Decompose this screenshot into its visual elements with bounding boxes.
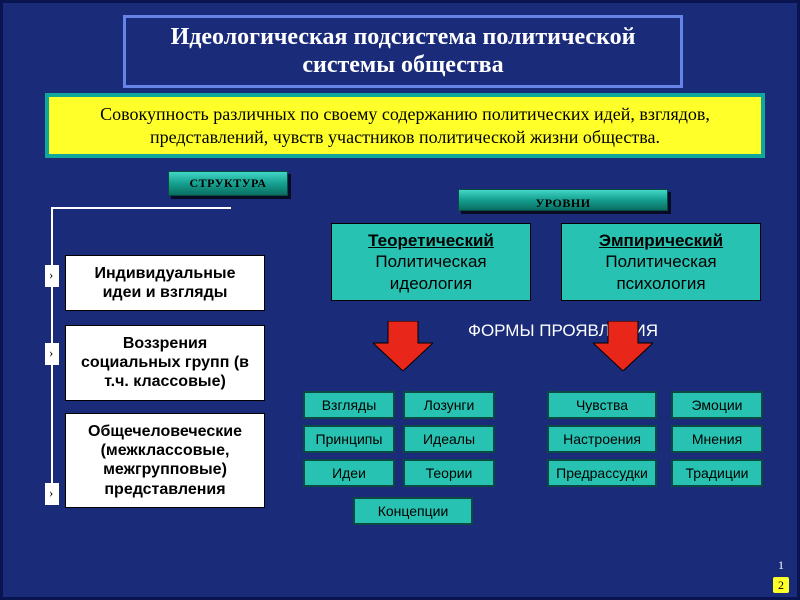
page-number: 1 (773, 557, 789, 573)
chevron-icon (45, 343, 59, 365)
form-item-text: Идеи (332, 465, 366, 481)
definition-box: Совокупность различных по своему содержа… (45, 93, 765, 158)
form-item-text: Традиции (686, 465, 749, 481)
form-item-text: Принципы (316, 431, 383, 447)
form-item: Чувства (547, 391, 657, 419)
form-item: Взгляды (303, 391, 395, 419)
form-item: Мнения (671, 425, 763, 453)
form-item-text: Концепции (378, 503, 449, 519)
page-number: 2 (773, 577, 789, 593)
form-item-text: Мнения (692, 431, 742, 447)
banner-structure: СТРУКТУРА (168, 171, 288, 196)
arrow-down-icon (593, 321, 653, 371)
form-item: Предрассудки (547, 459, 657, 487)
form-item: Теории (403, 459, 495, 487)
level-empirical: Эмпирический Политическая психология (561, 223, 761, 301)
structure-item: Индивидуальные идеи и взгляды (65, 255, 265, 311)
arrow-down-icon (373, 321, 433, 371)
form-item-text: Взгляды (322, 397, 377, 413)
structure-item-text: Воззрения социальных групп (в т.ч. класс… (81, 335, 249, 390)
form-item: Настроения (547, 425, 657, 453)
form-item: Традиции (671, 459, 763, 487)
structure-item-text: Индивидуальные идеи и взгляды (95, 265, 236, 301)
form-item-text: Чувства (576, 397, 628, 413)
level-empirical-title: Эмпирический (568, 230, 754, 251)
level-theoretical-sub: Политическая идеология (338, 251, 524, 294)
structure-item: Общечеловеческие (межклассовые, межгрупп… (65, 413, 265, 508)
form-item-text: Предрассудки (556, 465, 648, 481)
form-item: Концепции (353, 497, 473, 525)
structure-item-text: Общечеловеческие (межклассовые, межгрупп… (88, 423, 242, 498)
form-item-text: Идеалы (423, 431, 475, 447)
title-text: Идеологическая подсистема политической с… (138, 24, 668, 79)
banner-levels: УРОВНИ (458, 189, 668, 211)
banner-levels-label: УРОВНИ (535, 196, 590, 210)
chevron-icon (45, 483, 59, 505)
connector-hline (51, 207, 231, 209)
level-empirical-sub: Политическая психология (568, 251, 754, 294)
form-item: Идеи (303, 459, 395, 487)
form-item-text: Эмоции (692, 397, 743, 413)
form-item: Эмоции (671, 391, 763, 419)
level-theoretical-title: Теоретический (338, 230, 524, 251)
form-item: Идеалы (403, 425, 495, 453)
definition-text: Совокупность различных по своему содержа… (100, 104, 710, 147)
form-item: Лозунги (403, 391, 495, 419)
banner-structure-label: СТРУКТУРА (190, 176, 267, 190)
level-theoretical: Теоретический Политическая идеология (331, 223, 531, 301)
form-item-text: Настроения (563, 431, 641, 447)
form-item-text: Лозунги (424, 397, 475, 413)
form-item-text: Теории (426, 465, 473, 481)
chevron-icon (45, 265, 59, 287)
structure-item: Воззрения социальных групп (в т.ч. класс… (65, 325, 265, 401)
form-item: Принципы (303, 425, 395, 453)
title-box: Идеологическая подсистема политической с… (123, 15, 683, 88)
